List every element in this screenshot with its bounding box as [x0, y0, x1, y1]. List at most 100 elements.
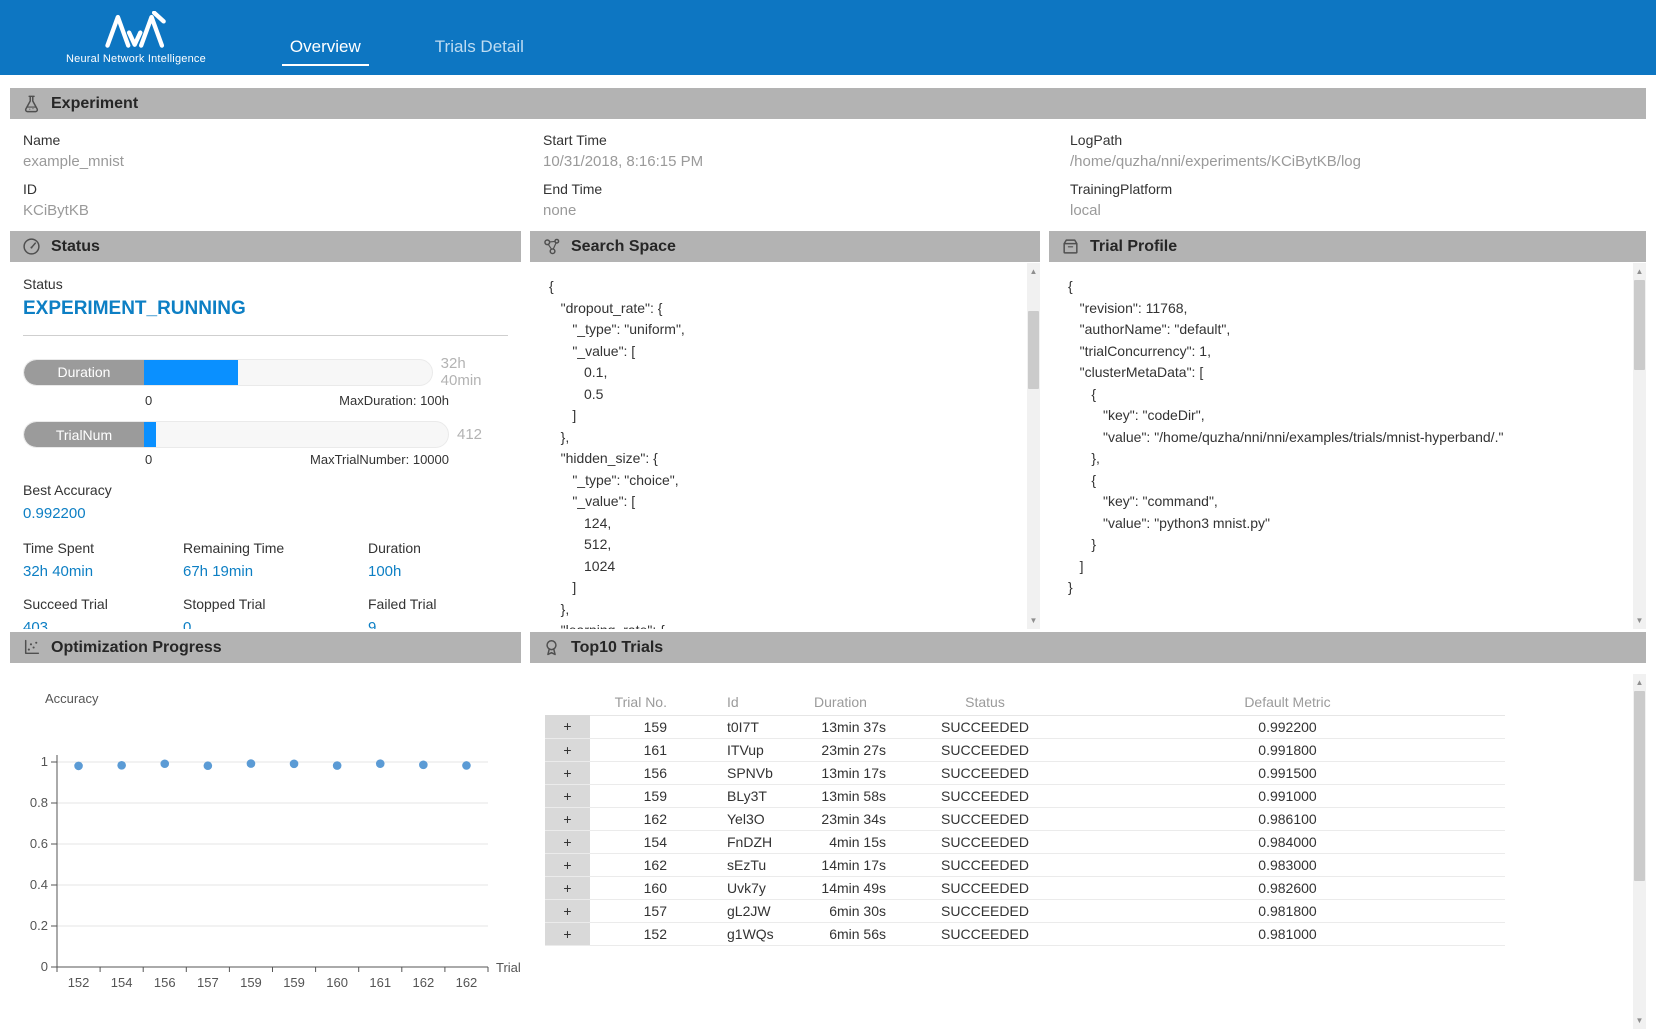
- tab-trials-detail[interactable]: Trials Detail: [427, 37, 532, 66]
- status-stat: Duration100h: [368, 524, 508, 580]
- column-header: Trial No.: [590, 689, 675, 715]
- chart-ylabel: Accuracy: [45, 691, 99, 706]
- column-header: Duration: [795, 689, 900, 715]
- column-header: Id: [675, 689, 795, 715]
- nni-logo-icon: [102, 11, 170, 49]
- data-point: [160, 759, 169, 768]
- trial-status-cell: SUCCEEDED: [900, 830, 1070, 853]
- status-stat-label: Failed Trial: [368, 596, 508, 612]
- json-line: "revision": 11768,: [1068, 298, 1646, 320]
- expand-row-button[interactable]: +: [545, 922, 590, 945]
- trial-id-cell: Yel3O: [675, 807, 795, 830]
- trial-metric-cell: 0.981800: [1070, 899, 1505, 922]
- experiment-info-grid: Nameexample_mnistIDKCiBytKBStart Time10/…: [10, 121, 1646, 219]
- trial-status-cell: SUCCEEDED: [900, 853, 1070, 876]
- trial-metric-cell: 0.986100: [1070, 807, 1505, 830]
- table-row: +157gL2JW6min 30sSUCCEEDED0.981800: [545, 899, 1631, 922]
- top10-trials-panel: Top10 Trials Trial No.IdDurationStatusDe…: [530, 632, 1646, 1029]
- table-header-row: Trial No.IdDurationStatusDefault Metric: [545, 689, 1631, 715]
- optimization-panel-header: Optimization Progress: [10, 632, 521, 663]
- trial-profile-scrollbar[interactable]: ▲ ▼: [1633, 263, 1646, 629]
- trial-profile-panel-header: Trial Profile: [1049, 231, 1646, 262]
- experiment-column: Nameexample_mnistIDKCiBytKB: [10, 121, 530, 219]
- trial-id-cell: Uvk7y: [675, 876, 795, 899]
- trial-no-cell: 156: [590, 761, 675, 784]
- trial-no-cell: 160: [590, 876, 675, 899]
- experiment-field-value: example_mnist: [23, 153, 530, 170]
- x-tick-label: 162: [456, 975, 478, 990]
- progress-bar-fill: [144, 422, 156, 447]
- progress-bar-row: TrialNum412: [23, 421, 508, 448]
- progress-bar-inner: [144, 422, 448, 447]
- tab-overview[interactable]: Overview: [282, 37, 369, 66]
- json-line: ]: [549, 405, 1040, 427]
- expand-row-button[interactable]: +: [545, 761, 590, 784]
- expand-row-button[interactable]: +: [545, 899, 590, 922]
- x-tick-label: 159: [283, 975, 305, 990]
- search-space-icon: [542, 237, 561, 256]
- top10-table-scrollbar[interactable]: ▲ ▼: [1633, 674, 1646, 1029]
- trial-status-cell: SUCCEEDED: [900, 784, 1070, 807]
- trial-no-cell: 161: [590, 738, 675, 761]
- trial-metric-cell: 0.983000: [1070, 853, 1505, 876]
- status-divider: [23, 335, 508, 336]
- filler-cell: [1505, 922, 1631, 945]
- progress-bar-max: MaxTrialNumber: 10000: [310, 452, 449, 467]
- expand-row-button[interactable]: +: [545, 784, 590, 807]
- optimization-chart-body: Accuracy00.20.40.60.81152154156157159159…: [10, 663, 521, 1029]
- progress-bar-track: Duration: [23, 359, 433, 386]
- trial-status-cell: SUCCEEDED: [900, 738, 1070, 761]
- status-stats-grid: Time Spent32h 40minRemaining Time67h 19m…: [23, 524, 508, 629]
- flask-icon: [22, 94, 41, 113]
- filler-cell: [1505, 830, 1631, 853]
- table-row: +156SPNVb13min 17sSUCCEEDED0.991500: [545, 761, 1631, 784]
- filler-cell: [1505, 784, 1631, 807]
- trial-no-cell: 159: [590, 715, 675, 738]
- expand-row-button[interactable]: +: [545, 830, 590, 853]
- filler-cell: [1505, 738, 1631, 761]
- search-space-panel: Search Space { "dropout_rate": { "_type"…: [530, 231, 1040, 629]
- json-line: "dropout_rate": {: [549, 298, 1040, 320]
- table-row: +154FnDZH4min 15sSUCCEEDED0.984000: [545, 830, 1631, 853]
- experiment-column: LogPath/home/quzha/nni/experiments/KCiBy…: [1057, 121, 1646, 219]
- trial-profile-icon: [1061, 237, 1080, 256]
- trial-id-cell: BLy3T: [675, 784, 795, 807]
- status-stat-label: Remaining Time: [183, 540, 368, 556]
- scroll-down-arrow[interactable]: ▼: [1633, 1014, 1646, 1027]
- trial-metric-cell: 0.991800: [1070, 738, 1505, 761]
- scroll-thumb[interactable]: [1634, 691, 1645, 881]
- brand-text: Neural Network Intelligence: [66, 53, 206, 65]
- trial-profile-json: { "revision": 11768, "authorName": "defa…: [1049, 262, 1646, 629]
- scroll-up-arrow[interactable]: ▲: [1633, 676, 1646, 689]
- expand-row-button[interactable]: +: [545, 876, 590, 899]
- trial-id-cell: ITVup: [675, 738, 795, 761]
- bottom-panels-row: Optimization Progress Accuracy00.20.40.6…: [10, 632, 1646, 1029]
- experiment-field-value: none: [543, 202, 1057, 219]
- filler-cell: [1505, 761, 1631, 784]
- expand-row-button[interactable]: +: [545, 738, 590, 761]
- expand-row-button[interactable]: +: [545, 853, 590, 876]
- json-line: "value": "python3 mnist.py": [1068, 513, 1646, 535]
- json-line: "_type": "uniform",: [549, 319, 1040, 341]
- status-stat-value: 9: [368, 619, 508, 629]
- data-point: [376, 759, 385, 768]
- progress-bar-fill: [144, 360, 238, 385]
- trial-id-cell: gL2JW: [675, 899, 795, 922]
- experiment-status-value: EXPERIMENT_RUNNING: [23, 298, 508, 320]
- search-space-scrollbar[interactable]: ▲ ▼: [1027, 263, 1040, 629]
- table-row: +162Yel3O23min 34sSUCCEEDED0.986100: [545, 807, 1631, 830]
- data-point: [462, 761, 471, 770]
- expand-row-button[interactable]: +: [545, 807, 590, 830]
- experiment-field-label: Name: [23, 132, 530, 148]
- expand-row-button[interactable]: +: [545, 715, 590, 738]
- scroll-down-arrow[interactable]: ▼: [1027, 614, 1040, 627]
- progress-bar-value: 32h 40min: [441, 355, 508, 389]
- top10-table-body: Trial No.IdDurationStatusDefault Metric …: [530, 663, 1646, 1029]
- scroll-down-arrow[interactable]: ▼: [1633, 614, 1646, 627]
- scroll-up-arrow[interactable]: ▲: [1633, 265, 1646, 278]
- scroll-thumb[interactable]: [1634, 280, 1645, 370]
- scroll-up-arrow[interactable]: ▲: [1027, 265, 1040, 278]
- scroll-thumb[interactable]: [1028, 311, 1039, 389]
- experiment-field-label: End Time: [543, 181, 1057, 197]
- status-stat-value: 403: [23, 619, 183, 629]
